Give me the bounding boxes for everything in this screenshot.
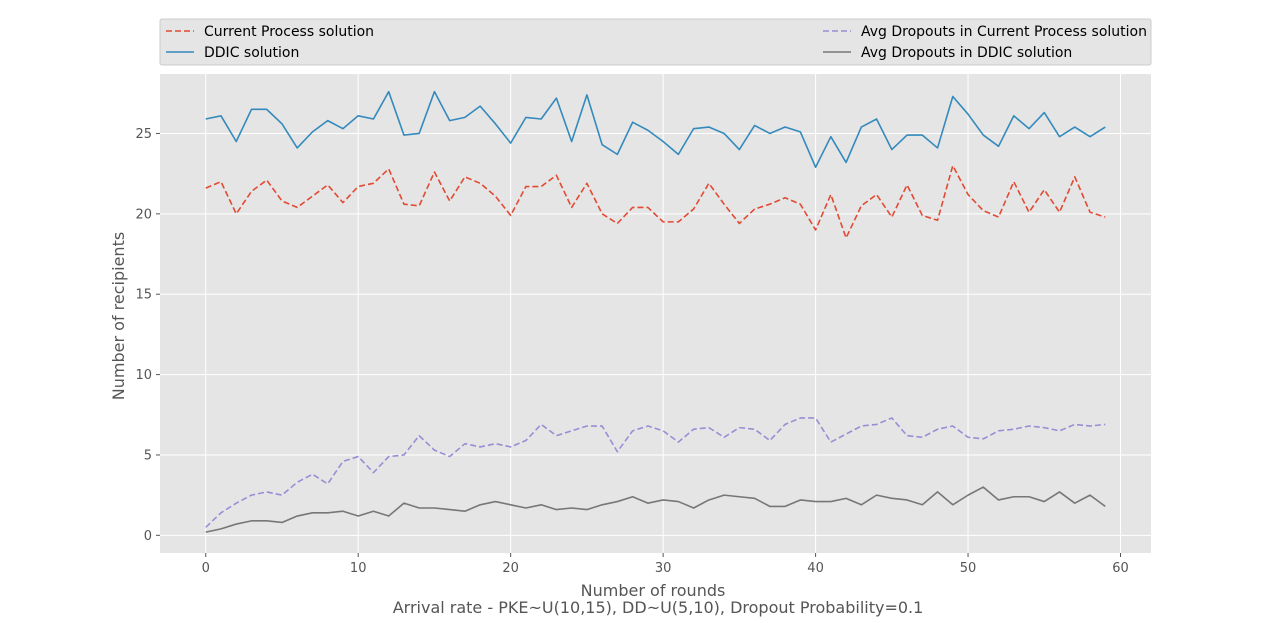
y-tick-label: 15 — [135, 288, 152, 303]
x-tick-label: 10 — [350, 561, 367, 576]
legend: Current Process solution DDIC solution Avg… — [159, 18, 1152, 66]
legend-label-3: Avg Dropouts in Current Process solution — [861, 24, 1147, 40]
grid — [160, 74, 1151, 553]
series-line-4 — [205, 486, 1106, 533]
y-tick-label: 10 — [135, 368, 152, 383]
y-tick-label: 25 — [135, 127, 152, 142]
x-tick-label: 30 — [655, 561, 672, 576]
y-axis-label: Number of recipients — [109, 232, 128, 400]
y-tick-label: 0 — [144, 529, 152, 544]
legend-label-4: Avg Dropouts in DDIC solution — [861, 45, 1072, 61]
series-line-2 — [205, 90, 1106, 169]
y-axis: 0 5 10 15 20 25 — [135, 127, 160, 544]
x-axis-label: Number of rounds — [581, 581, 726, 600]
x-tick-label: 50 — [960, 561, 977, 576]
plot-background — [160, 74, 1151, 553]
x-tick-label: 20 — [502, 561, 519, 576]
legend-label-1: Current Process solution — [204, 24, 374, 40]
chart-caption: Arrival rate - PKE~U(10,15), DD~U(5,10),… — [393, 598, 924, 617]
x-axis: 0 10 20 30 40 50 60 — [202, 553, 1129, 576]
x-tick-label: 60 — [1112, 561, 1129, 576]
y-tick-label: 5 — [144, 448, 152, 463]
series-line-1 — [205, 164, 1106, 239]
series-group — [205, 90, 1106, 533]
x-tick-label: 40 — [807, 561, 824, 576]
x-tick-label: 0 — [202, 561, 210, 576]
legend-label-2: DDIC solution — [204, 45, 299, 61]
legend-frame — [159, 18, 1152, 66]
series-line-3 — [205, 417, 1106, 528]
y-tick-label: 20 — [135, 207, 152, 222]
